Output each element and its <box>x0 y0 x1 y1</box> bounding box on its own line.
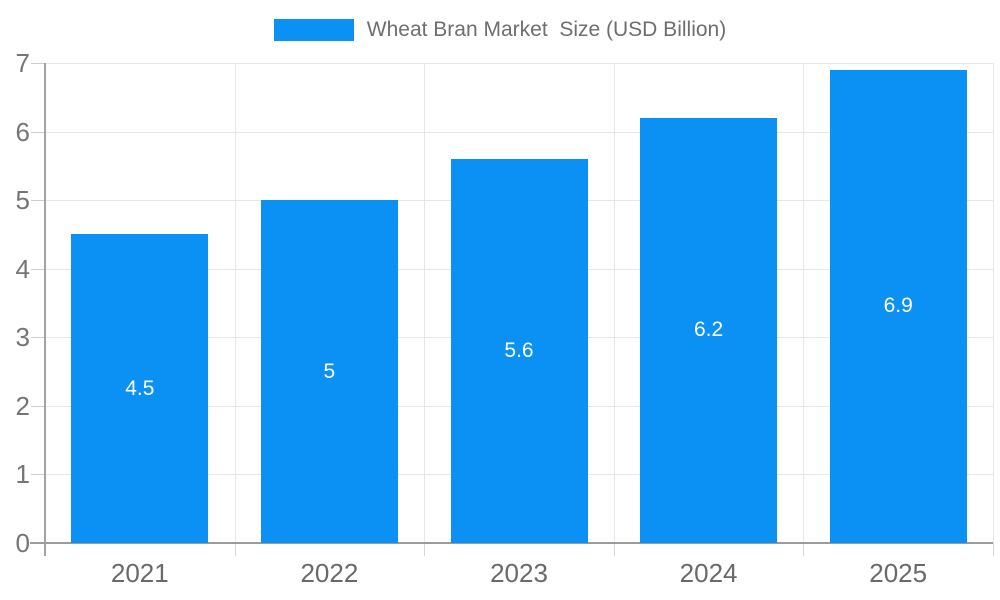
gridline-vertical <box>424 63 426 543</box>
y-tick-label: 0 <box>15 528 30 558</box>
legend-swatch <box>273 19 354 41</box>
x-tick-label-2025: 2025 <box>869 558 928 588</box>
y-axis-tick <box>31 131 44 133</box>
x-tick-label-2024: 2024 <box>679 558 738 588</box>
bar-value-label: 4.5 <box>125 376 155 400</box>
bar-value-label: 6.2 <box>693 318 724 342</box>
x-tick-label-2022: 2022 <box>300 558 359 588</box>
bar-2023[interactable]: 5.6 <box>450 159 588 543</box>
y-axis-tick <box>31 337 44 339</box>
y-axis-tick <box>31 474 44 476</box>
x-axis-tick <box>803 543 805 556</box>
x-axis-tick <box>424 543 426 556</box>
bar-value-label: 5 <box>323 359 336 383</box>
y-tick-label: 3 <box>15 322 30 353</box>
gridline-vertical <box>613 63 615 543</box>
y-tick-label: 7 <box>15 48 30 78</box>
bar-2022[interactable]: 5 <box>260 200 398 543</box>
bar-2024[interactable]: 6.2 <box>640 117 778 543</box>
y-axis-tick <box>31 200 44 202</box>
y-tick-label: 5 <box>15 185 30 216</box>
x-tick-label-2021: 2021 <box>110 558 169 588</box>
y-tick-label: 4 <box>15 253 30 284</box>
gridline-vertical <box>993 63 994 543</box>
bar-2025[interactable]: 6.9 <box>829 69 967 543</box>
y-axis-tick <box>31 405 44 407</box>
y-axis-tick <box>31 63 44 64</box>
x-tick-label-2023: 2023 <box>490 558 548 588</box>
legend[interactable]: Wheat Bran Market Size (USD Billion) <box>0 14 1000 46</box>
gridline-horizontal <box>45 131 993 133</box>
legend-label: Wheat Bran Market Size (USD Billion) <box>366 18 727 41</box>
x-axis-tick <box>993 543 994 556</box>
bar-value-label: 5.6 <box>504 339 534 362</box>
x-axis-tick <box>613 543 615 556</box>
y-axis-tick <box>31 268 44 270</box>
y-tick-label: 2 <box>15 390 30 421</box>
x-axis-line <box>30 542 993 544</box>
y-tick-label: 1 <box>15 459 30 490</box>
gridline-vertical <box>803 63 805 543</box>
bar-value-label: 6.9 <box>883 294 913 318</box>
gridline-horizontal <box>45 63 993 64</box>
bar-2021[interactable]: 4.5 <box>71 234 209 543</box>
gridline-vertical <box>234 63 236 543</box>
x-axis-tick <box>234 543 236 556</box>
y-tick-label: 6 <box>15 116 30 147</box>
y-axis-line <box>43 63 46 556</box>
